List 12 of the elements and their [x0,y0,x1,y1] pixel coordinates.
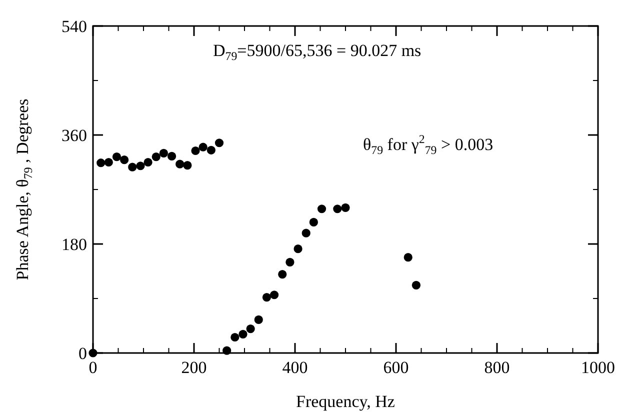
x-tick-label: 800 [484,358,510,377]
x-tick-label: 400 [282,358,308,377]
annotation: θ$_{79}$ for γ$^{2}$$_{79}$ > 0.003 [363,132,494,157]
y-tick-label: 360 [62,126,87,145]
x-axis-title: Frequency, Hz [296,392,396,411]
y-tick-label: 540 [62,16,87,36]
x-tick-label: 1000 [581,358,615,377]
x-tick-label: 600 [383,358,409,377]
x-tick-label: 200 [181,358,207,377]
y-tick-label: 180 [62,234,87,254]
y-tick-label: 0 [78,344,87,363]
annotation: D$_{79}$=5900/65,536 = 90.027 ms [213,41,422,63]
